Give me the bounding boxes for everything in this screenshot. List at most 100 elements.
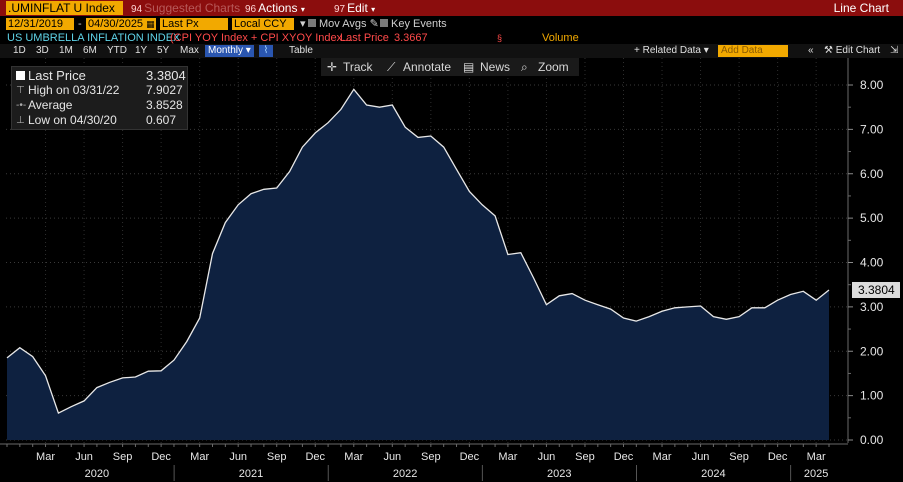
period-5y[interactable]: 5Y	[157, 45, 170, 56]
edit-menu[interactable]: 97 Edit ▾	[334, 1, 375, 15]
end-date-value: 04/30/2025	[88, 18, 144, 30]
y-axis: 0.00 1.00 2.00 3.00 4.00 5.00 6.00 7.00 8.00 3.38…	[847, 58, 900, 447]
legend-average-value: 3.8528	[146, 98, 183, 112]
annotate-tool[interactable]: Annotate	[403, 60, 452, 74]
mov-avgs-label: Mov Avgs	[319, 18, 367, 30]
edit-label: Edit	[347, 1, 368, 15]
period-3d[interactable]: 3D	[36, 45, 49, 56]
y-tick-label: 8.00	[860, 78, 884, 92]
period-1d[interactable]: 1D	[13, 45, 26, 56]
zoom-tool[interactable]: Zoom	[538, 60, 569, 74]
key-events-label: Key Events	[391, 18, 447, 30]
x-month-label: Dec	[768, 451, 788, 463]
volume-label: Volume	[542, 32, 579, 44]
annotate-icon[interactable]: ⟋	[387, 60, 396, 74]
caret-down-icon: ▾	[703, 45, 709, 56]
x-month-label: Sep	[267, 451, 287, 463]
series-area-fill	[7, 89, 829, 441]
news-icon[interactable]: ▤	[463, 60, 475, 74]
y-tick-label: 2.00	[860, 344, 884, 358]
add-data-input[interactable]: Add Data	[718, 45, 788, 57]
x-axis: Mar Jun Sep Dec Mar Jun Sep Dec Mar Jun Sep Dec Mar J…	[0, 443, 848, 481]
edit-number: 97	[334, 4, 346, 15]
mov-avgs-toggle[interactable]: Mov Avgs ✎	[306, 18, 379, 30]
wrench-icon: ⚒	[824, 45, 833, 56]
legend-high-value: 7.9027	[146, 83, 183, 97]
legend-low-label: Low on 04/30/20	[28, 113, 117, 127]
period-1y[interactable]: 1Y	[135, 45, 148, 56]
pencil-icon[interactable]: ✎	[369, 18, 379, 30]
high-marker-icon: ⊤	[16, 85, 25, 96]
low-marker-icon: ⊥	[16, 115, 25, 126]
x-month-label: Jun	[383, 451, 401, 463]
y-tick-label: 5.00	[860, 211, 884, 225]
legend-last-price-label: Last Price	[28, 68, 86, 83]
x-month-label: Jun	[229, 451, 247, 463]
checkbox-icon	[308, 19, 316, 27]
start-date-field[interactable]: 12/31/2019	[6, 18, 74, 30]
suggested-charts-menu[interactable]: 94 Suggested Charts	[131, 1, 240, 15]
period-1m[interactable]: 1M	[59, 45, 73, 56]
frequency-selector[interactable]: Monthly ▾	[205, 45, 254, 57]
x-month-label: Mar	[36, 451, 55, 463]
x-month-label: Sep	[729, 451, 749, 463]
checkbox-icon	[380, 19, 388, 27]
average-marker-icon: -•-	[16, 100, 27, 111]
period-6m[interactable]: 6M	[83, 45, 97, 56]
actions-label: Actions	[258, 1, 298, 15]
track-tool[interactable]: Track	[343, 60, 373, 74]
caret-down-icon: ▾	[245, 45, 251, 56]
collapse-icon[interactable]: «	[808, 45, 814, 56]
x-month-label: Mar	[344, 451, 363, 463]
end-date-field[interactable]: 04/30/2025 ▦	[86, 18, 156, 30]
table-button[interactable]: Table	[289, 45, 313, 56]
period-max[interactable]: Max	[180, 45, 199, 56]
actions-number: 96	[245, 4, 257, 15]
chart-type-title: Line Chart	[833, 1, 889, 15]
chart-legend: Last Price 3.3804 ⊤ High on 03/31/22 7.9…	[11, 66, 188, 130]
calendar-icon[interactable]: ▦	[146, 19, 155, 29]
index-name: US UMBRELLA INFLATION INDEX	[7, 32, 181, 44]
x-month-label: Mar	[190, 451, 209, 463]
chart-tools-strip: ✛ Track ⟋ Annotate ▤ News ⌕ Zoom	[321, 58, 579, 76]
legend-high-label: High on 03/31/22	[28, 83, 120, 97]
expand-icon[interactable]: ⇲	[890, 45, 899, 56]
chart-style-icon[interactable]: ⌇	[259, 45, 273, 57]
last-price-label: Last Price	[340, 32, 389, 44]
news-tool[interactable]: News	[480, 60, 511, 74]
zoom-icon[interactable]: ⌕	[521, 60, 528, 74]
y-tick-label: 3.00	[860, 300, 884, 314]
field-selector[interactable]: Last Px	[160, 18, 228, 30]
ticker-field[interactable]: .UMINFLAT U Index	[6, 1, 123, 15]
last-price-swatch	[16, 71, 25, 80]
suggested-charts-number: 94	[131, 4, 143, 15]
x-month-label: Jun	[692, 451, 710, 463]
y-tick-label: 4.00	[860, 256, 884, 270]
actions-menu[interactable]: 96 Actions ▾	[245, 1, 305, 15]
x-month-label: Sep	[575, 451, 595, 463]
x-month-label: Jun	[75, 451, 93, 463]
price-chart[interactable]: 0.00 1.00 2.00 3.00 4.00 5.00 6.00 7.00 8.00 3.38…	[0, 58, 903, 482]
edit-chart-button[interactable]: ⚒ Edit Chart	[824, 45, 880, 57]
edit-chart-label: Edit Chart	[835, 45, 881, 56]
x-month-label: Mar	[653, 451, 672, 463]
settings-row: 12/31/2019 - 04/30/2025 ▦ Last Px Local C…	[0, 17, 903, 32]
x-month-label: Dec	[460, 451, 480, 463]
top-function-bar: .UMINFLAT U Index 94 Suggested Charts 96 A…	[0, 0, 903, 16]
related-data-label: + Related Data	[634, 45, 701, 56]
suggested-charts-label: Suggested Charts	[144, 1, 241, 15]
period-ytd[interactable]: YTD	[107, 45, 127, 56]
series-line	[6, 88, 830, 415]
last-value-label: 3.3804	[858, 283, 895, 297]
related-data-menu[interactable]: + Related Data ▾	[634, 45, 709, 57]
legend-low-value: 0.607	[146, 113, 177, 127]
key-events-toggle[interactable]: Key Events	[378, 18, 447, 30]
currency-selector[interactable]: Local CCY	[232, 18, 294, 30]
caret-down-icon: ▾	[371, 5, 376, 14]
frequency-label: Monthly	[208, 45, 244, 56]
currency-dropdown-icon[interactable]: ▾	[300, 18, 306, 30]
last-price-value: 3.3667	[394, 32, 428, 44]
caret-down-icon: ▾	[300, 5, 305, 14]
crosshair-icon[interactable]: ✛	[327, 60, 338, 74]
x-year-label: 2024	[701, 468, 725, 480]
